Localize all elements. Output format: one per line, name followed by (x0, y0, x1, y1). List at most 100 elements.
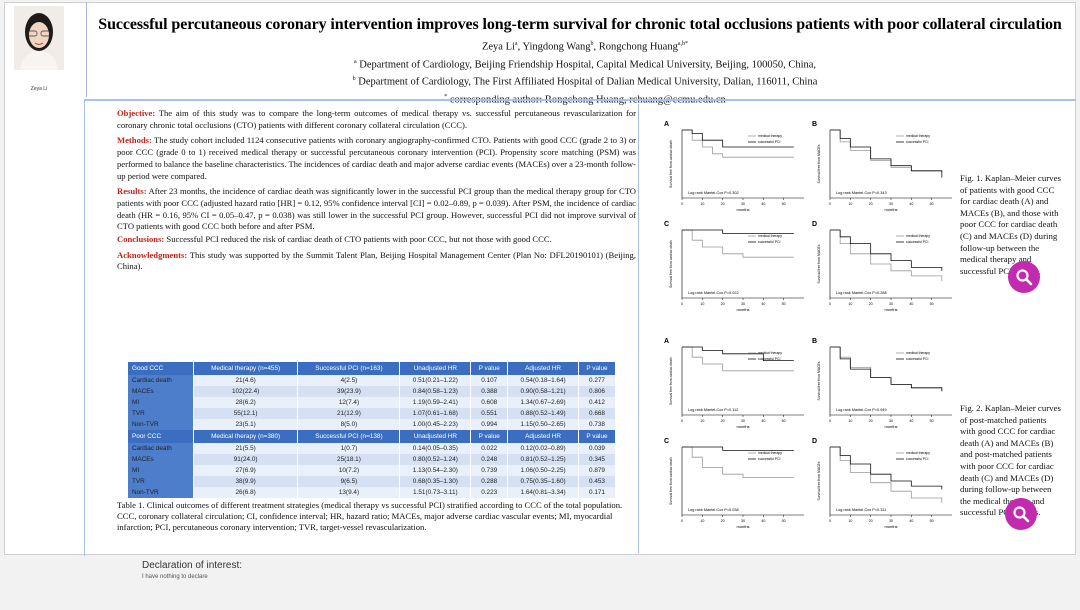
table-cell: TVR (128, 408, 194, 419)
km-plot-svg: B 0 10 20 30 40 50 months Survival free from MAC… (812, 338, 952, 429)
table-cell: 0.54(0.18–1.64) (507, 375, 579, 386)
table-cell: 0.994 (470, 419, 509, 430)
x-tick-label: 40 (909, 419, 913, 423)
table-cell: 91(24.0) (193, 454, 299, 465)
x-tick-label: 0 (681, 519, 683, 523)
table-cell: 1.51(0.73–3.11) (399, 487, 472, 498)
table-cell: 0.75(0.35–1.60) (507, 476, 579, 487)
table-cell: 38(9.9) (193, 476, 299, 487)
pvalue-label: Log rank Mantel-Cox P=0.038 (688, 508, 739, 512)
conclusions-text: Successful PCI reduced the risk of cardi… (164, 234, 552, 245)
table-cell: 39(23.9) (297, 386, 401, 397)
table-cell: 8(5.0) (297, 419, 401, 430)
panel-letter: A (664, 121, 669, 128)
zoom-button-fig2[interactable] (1005, 498, 1037, 530)
table-row: TVR 38(9.9) 9(6.5) 0.68(0.35–1.30) 0.288 0.75… (128, 476, 617, 487)
x-axis-label: months (736, 307, 749, 312)
table-row: MI 27(6.9) 10(7.2) 1.13(0.54–2.30) 0.739 1.06… (128, 465, 617, 476)
x-tick-label: 20 (721, 519, 725, 523)
x-tick-label: 20 (869, 419, 873, 423)
table-cell: 0.84(0.58–1.23) (399, 386, 472, 397)
km-plot-fig2-B: B 0 10 20 30 40 50 months Survival free from MAC… (810, 335, 960, 435)
x-tick-label: 40 (761, 519, 765, 523)
table-cell: 26(6.8) (193, 487, 299, 498)
table-cell: 1(0.7) (297, 443, 401, 454)
x-tick-label: 40 (909, 302, 913, 306)
horizontal-divider (84, 99, 1076, 101)
table-cell: Non-TVR (128, 419, 194, 430)
km-plot-fig1-C: C 0 10 20 30 40 50 months Survival free from car… (662, 218, 812, 318)
table-cell: 0.288 (470, 476, 509, 487)
table-cell: 0.81(0.52–1.25) (507, 454, 579, 465)
author-3: , Rongchong Huang (593, 41, 678, 53)
y-axis-label: Survival free from cardiac death (669, 140, 673, 188)
legend-label-pci: successful PCI (758, 140, 780, 144)
results-text: After 23 months, the incidence of cardia… (117, 186, 636, 232)
table-cell: 1.06(0.50–2.25) (507, 465, 579, 476)
methods-label: Methods: (117, 135, 152, 146)
legend-label-medical: medical therapy (758, 134, 782, 138)
x-tick-label: 40 (761, 419, 765, 423)
methods-text: The study cohort included 1124 consecuti… (117, 135, 636, 181)
fig1-caption: Fig. 1. Kaplan–Meier curves of patients … (960, 173, 1061, 276)
affil-a-text: Department of Cardiology, Beijing Friend… (356, 59, 817, 70)
table-header-row: Poor CCC Medical therapy (n=380) Successfu… (128, 430, 617, 443)
magnifier-icon (1016, 269, 1033, 286)
magnifier-icon (1013, 506, 1030, 523)
table-cell: 0.88(0.52–1.49) (507, 408, 579, 419)
header-divider (86, 2, 87, 97)
table-cell: Non-TVR (128, 487, 194, 498)
panel-letter: D (812, 438, 817, 445)
table-cell: 1.34(0.67–2.69) (507, 397, 579, 408)
table-cell: 1.00(0.45–2.23) (399, 419, 472, 430)
table-cell: 0.022 (470, 443, 509, 454)
table-cell: P value (578, 362, 617, 375)
x-tick-label: 40 (909, 519, 913, 523)
table-cell: 0.12(0.02–0.89) (507, 443, 579, 454)
km-plot-fig2-D: D 0 10 20 30 40 50 months Survival free from MAC… (810, 435, 960, 535)
km-plot-svg: B 0 10 20 30 40 50 months Survival free from MAC… (812, 121, 952, 212)
zoom-button-fig1[interactable] (1008, 261, 1040, 293)
panel-letter: C (664, 438, 669, 445)
x-tick-label: 0 (829, 519, 831, 523)
table-cell: Unadjusted HR (399, 362, 472, 375)
table-cell: MI (128, 465, 194, 476)
table-row: Non-TVR 23(5.1) 8(5.0) 1.00(0.45–2.23) 0.994… (128, 419, 617, 430)
y-axis-label: Survival free from cardiac death (669, 240, 673, 288)
table-row: MI 28(6.2) 12(7.4) 1.19(0.59–2.41) 0.608 1.34… (128, 397, 617, 408)
series-medical-line (682, 129, 794, 158)
pvalue-label: Log rank Mantel-Cox P=0.288 (836, 291, 887, 295)
table-cell: 21(4.6) (193, 375, 299, 386)
legend-label-pci: successful PCI (906, 140, 928, 144)
table-cell: 102(22.4) (193, 386, 299, 397)
x-axis-label: months (884, 307, 897, 312)
series-pci-line (682, 129, 794, 148)
legend-label-pci: successful PCI (906, 457, 928, 461)
km-plot-fig1-D: D 0 10 20 30 40 50 months Survival free from MAC… (810, 218, 960, 318)
author-2-sup: b (590, 41, 594, 47)
series-medical-line (682, 446, 794, 478)
table-cell: Medical therapy (n=380) (193, 430, 299, 443)
results-paragraph: Results: After 23 months, the incidence … (117, 186, 636, 233)
table-row: TVR 55(12.1) 21(12.9) 1.07(0.61–1.68) 0.551 0… (128, 408, 617, 419)
x-tick-label: 50 (930, 302, 934, 306)
table-cell: MI (128, 397, 194, 408)
table-cell: 13(9.4) (297, 487, 401, 498)
y-axis-label: Survival free from MACEs (817, 361, 821, 400)
legend-label-medical: medical therapy (758, 451, 782, 455)
x-tick-label: 0 (681, 202, 683, 206)
legend-label-medical: medical therapy (906, 234, 930, 238)
table-cell: 1.64(0.81–3.34) (507, 487, 579, 498)
pvalue-label: Log rank Mantel-Cox P=0.022 (688, 291, 739, 295)
table-cell: Cardiac death (128, 443, 194, 454)
table-cell: 9(6.5) (297, 476, 401, 487)
table-cell: 0.388 (470, 386, 509, 397)
x-tick-label: 0 (829, 419, 831, 423)
series-pci-line (682, 229, 794, 234)
table-cell: 0.107 (470, 375, 509, 386)
table-cell: Adjusted HR (507, 362, 579, 375)
x-tick-label: 30 (741, 202, 745, 206)
table-cell: 0.879 (578, 465, 617, 476)
author-1: Zeya Li (481, 41, 515, 53)
x-tick-label: 20 (721, 419, 725, 423)
